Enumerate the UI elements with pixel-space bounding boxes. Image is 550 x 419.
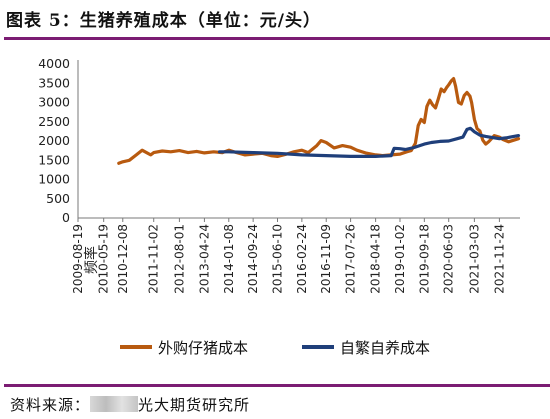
x-tick-label: 2017-07-26 bbox=[344, 224, 358, 294]
legend: 外购仔猪成本 自繁自养成本 bbox=[120, 339, 430, 357]
x-tick-label: 2019-09-18 bbox=[417, 224, 431, 294]
x-tick-label: 2009-08-19 bbox=[71, 224, 85, 294]
legend-label-self-bred: 自繁自养成本 bbox=[340, 339, 430, 357]
y-tick-label: 2500 bbox=[38, 114, 70, 129]
top-rule bbox=[4, 37, 550, 40]
x-tick-label: 2011-11-02 bbox=[147, 224, 161, 294]
x-tick-label: 2015-06-10 bbox=[271, 224, 285, 294]
x-tick-label: 2016-02-24 bbox=[295, 224, 309, 294]
redacted-block bbox=[90, 396, 139, 412]
x-tick-label: 2020-06-03 bbox=[442, 224, 456, 294]
x-tick-label: 2013-04-24 bbox=[197, 224, 211, 294]
x-tick-label: 2014-09-24 bbox=[246, 224, 260, 294]
x-tick-label: 2021-03-03 bbox=[467, 224, 481, 294]
y-tick-label: 500 bbox=[46, 191, 70, 206]
y-tick-label: 1500 bbox=[38, 152, 70, 167]
y-axis: 0 500 1000 1500 2000 2500 3000 3500 4000 bbox=[38, 56, 79, 225]
source-suffix: 光大期货研究所 bbox=[138, 396, 251, 414]
x-tick-label: 2016-11-09 bbox=[319, 224, 333, 294]
source-note: 资料来源： 光大期货研究所 bbox=[10, 394, 250, 415]
x-tick-label: 2021-11-24 bbox=[492, 224, 506, 294]
y-tick-label: 3000 bbox=[38, 95, 70, 110]
x-tick-label: 2014-01-08 bbox=[222, 224, 236, 294]
x-tick-label: 2010-05-19 bbox=[97, 224, 111, 294]
x-axis: 2009-08-19 2010-05-19 2010-12-08 2011-11-02… bbox=[71, 217, 520, 294]
series-line-self-bred bbox=[217, 126, 521, 158]
bottom-rule bbox=[4, 384, 550, 387]
y-tick-label: 4000 bbox=[38, 56, 70, 71]
y-tick-label: 1000 bbox=[38, 172, 70, 187]
x-tick-label: 2018-04-18 bbox=[369, 224, 383, 294]
chart-title: 图表 5：生猪养殖成本（单位：元/头） bbox=[6, 11, 321, 31]
y-tick-label: 3500 bbox=[38, 75, 70, 90]
y-tick-label: 0 bbox=[62, 210, 70, 225]
source-prefix: 资料来源： bbox=[10, 396, 91, 414]
series-lines bbox=[117, 76, 521, 165]
y-tick-label: 2000 bbox=[38, 133, 70, 148]
x-tick-label: 2012-08-01 bbox=[172, 224, 186, 294]
x-tick-label: 2019-01-02 bbox=[393, 224, 407, 294]
x-axis-label: 频率 bbox=[83, 246, 100, 274]
legend-label-purchased: 外购仔猪成本 bbox=[158, 339, 248, 357]
series-line-purchased bbox=[117, 76, 521, 165]
x-tick-label: 2010-12-08 bbox=[116, 224, 130, 294]
